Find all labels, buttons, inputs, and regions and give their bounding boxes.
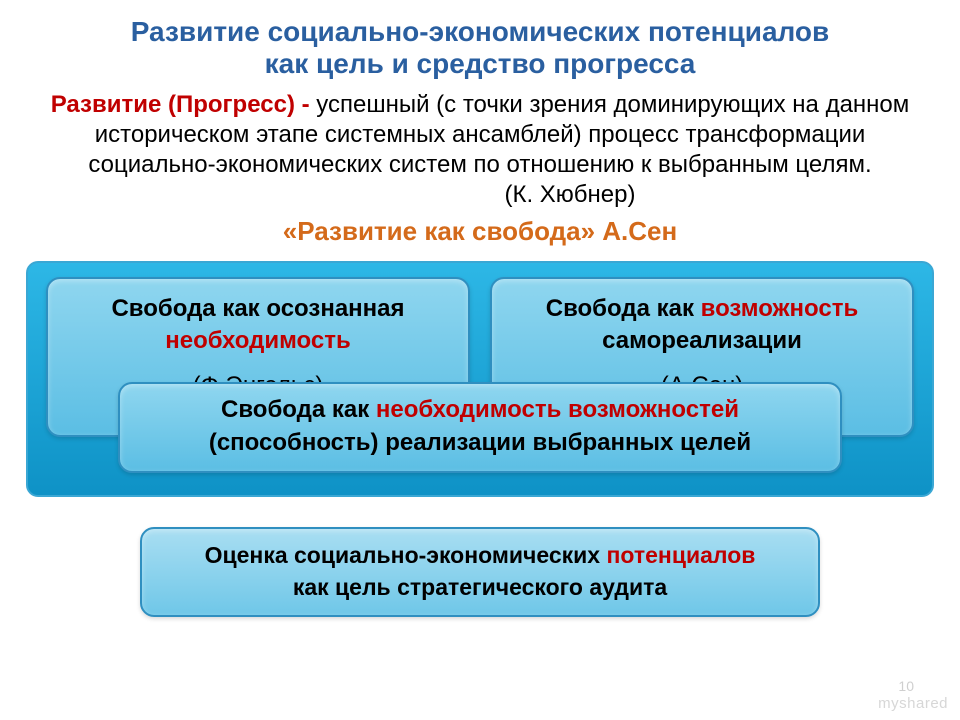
highlight-necessity: необходимость xyxy=(165,327,350,354)
page-number: 10 xyxy=(898,678,914,694)
conclusion-line-2: как цель стратегического аудита xyxy=(160,571,800,603)
definition-lead: Развитие (Прогресс) - xyxy=(51,91,317,118)
definition-attribution: (К. Хюбнер) xyxy=(504,181,635,208)
conclusion-line-1: Оценка социально-экономических потенциал… xyxy=(160,539,800,571)
card-synthesis: Свобода как необходимость возможностей (… xyxy=(118,382,842,473)
synthesis-line-1: Свобода как необходимость возможностей xyxy=(138,394,822,426)
watermark: myshared xyxy=(878,695,948,712)
highlight-potentials: потенциалов xyxy=(607,542,756,568)
definition-block: Развитие (Прогресс) - успешный (с точки … xyxy=(40,90,920,210)
highlight-necessity-possibility: необходимость возможностей xyxy=(376,396,739,423)
title-line-2: как цель и средство прогресса xyxy=(265,48,696,79)
card-conclusion: Оценка социально-экономических потенциал… xyxy=(140,527,820,617)
slide-title: Развитие социально-экономических потенци… xyxy=(0,0,960,80)
card-engels-text: Свобода как осознанная необходимость xyxy=(62,293,454,355)
title-line-1: Развитие социально-экономических потенци… xyxy=(131,16,830,47)
card-sen-text: Свобода как возможность самореализации xyxy=(506,293,898,355)
highlight-possibility: возможность xyxy=(701,295,859,322)
subtitle: «Развитие как свобода» А.Сен xyxy=(0,216,960,247)
synthesis-line-2: (способность) реализации выбранных целей xyxy=(138,427,822,459)
concepts-panel: Свобода как осознанная необходимость (Ф.… xyxy=(26,261,934,497)
